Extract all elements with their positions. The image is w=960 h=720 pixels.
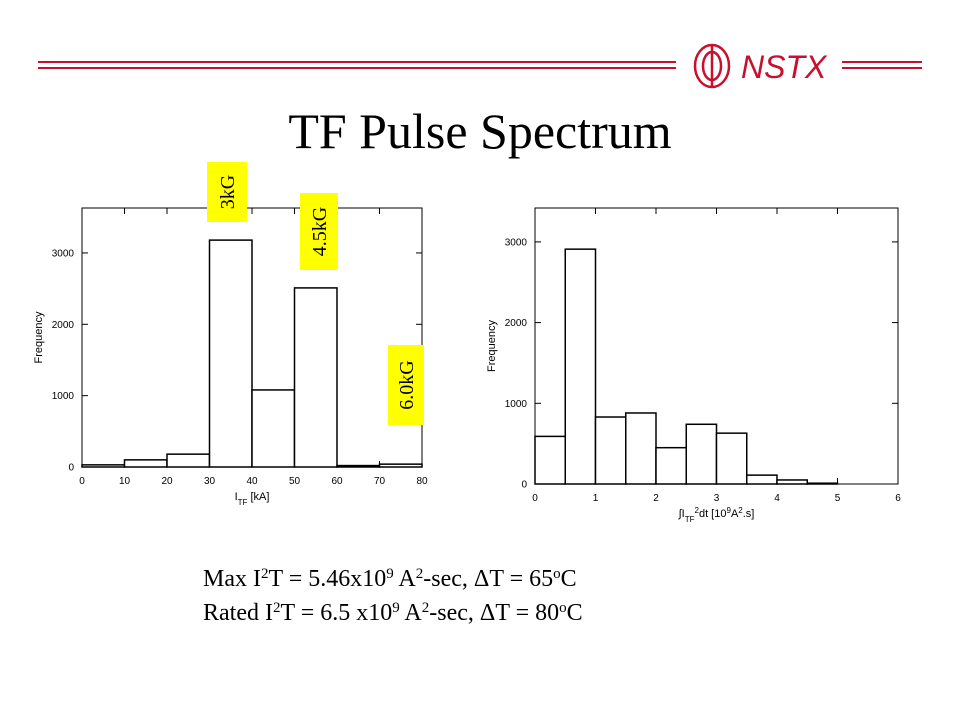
annotation: 6.0kG [396, 360, 418, 409]
x-tick-label: 60 [331, 476, 343, 487]
y-tick-label: 3000 [505, 237, 528, 248]
text-part: .s] [743, 508, 755, 520]
x-tick-label: 1 [593, 493, 599, 504]
x-tick-label: 3 [714, 493, 720, 504]
bar [251, 389, 296, 468]
text-part: 2 [422, 600, 430, 616]
y-tick-label: 1000 [505, 399, 528, 410]
text-part: A [394, 566, 417, 592]
text-part: Max I [203, 566, 261, 592]
x-tick-label: 6 [895, 493, 901, 504]
bar [293, 287, 338, 468]
bar [594, 416, 627, 485]
text-part: [kA] [247, 491, 269, 503]
x-tick-label: 10 [119, 476, 131, 487]
bar [625, 412, 657, 485]
bar [746, 474, 778, 485]
bar [123, 459, 168, 468]
x-tick-label: 80 [416, 476, 428, 487]
y-tick-label: 3000 [52, 248, 75, 259]
text-part: -sec, ΔT = 80 [429, 600, 559, 626]
x-tick-label: 30 [204, 476, 216, 487]
x-axis-label: ∫ITF2dt [109A2.s] [678, 506, 755, 524]
bar [208, 239, 253, 468]
x-axis-label: ITF [kA] [235, 491, 270, 507]
text-part: T = 6.5 x10 [280, 600, 392, 626]
bar [685, 423, 718, 485]
text-part: 2 [273, 600, 281, 616]
y-tick-label: 2000 [52, 320, 75, 331]
logo-emblem [693, 43, 731, 89]
x-tick-label: 4 [774, 493, 780, 504]
annotation-box [207, 162, 247, 222]
text-part: TF [238, 498, 248, 507]
text-part: 2 [261, 566, 269, 582]
x-tick-label: 2 [653, 493, 659, 504]
text-part: -sec, ΔT = 65 [423, 566, 553, 592]
note-line: Rated I2T = 6.5 x109 A2-sec, ΔT = 80oC [203, 600, 583, 626]
text-part: o [553, 566, 561, 582]
bar [564, 248, 597, 485]
bar [776, 479, 808, 485]
bar [534, 435, 566, 485]
y-tick-label: 0 [521, 480, 527, 491]
y-tick-label: 0 [68, 463, 74, 474]
text-part: I [235, 491, 238, 503]
text-part: dt [10 [699, 508, 727, 520]
annotation: 4.5kG [309, 207, 331, 256]
text-part: A [731, 508, 739, 520]
note-line: Max I2T = 5.46x109 A2-sec, ΔT = 65oC [203, 566, 577, 592]
y-tick-label: 1000 [52, 391, 75, 402]
slide-title: TF Pulse Spectrum [288, 103, 671, 159]
text-part: ∫I [678, 508, 685, 520]
x-tick-label: 40 [246, 476, 258, 487]
annotation: 3kG [217, 175, 239, 209]
x-tick-label: 70 [374, 476, 386, 487]
bar [715, 432, 748, 485]
text-part: 2 [695, 506, 700, 515]
text-part: 9 [392, 600, 400, 616]
text-part: T = 5.46x10 [268, 566, 386, 592]
text-part: 2 [416, 566, 424, 582]
logo-text: NSTX [741, 49, 828, 85]
x-tick-label: 5 [835, 493, 841, 504]
text-part: 2 [738, 506, 743, 515]
x-tick-label: 20 [161, 476, 173, 487]
bar [655, 446, 687, 485]
y-axis-label: Frequency [486, 320, 498, 372]
bar [166, 453, 211, 468]
text-part: C [561, 566, 577, 592]
x-tick-label: 0 [79, 476, 85, 487]
text-part: 9 [386, 566, 394, 582]
x-tick-label: 0 [532, 493, 538, 504]
text-part: 9 [726, 506, 731, 515]
annotation-box [300, 193, 338, 270]
header-rule [38, 61, 922, 69]
y-tick-label: 2000 [505, 318, 528, 329]
annotation-box [388, 345, 424, 425]
text-part: Rated I [203, 600, 273, 626]
text-part: TF [685, 515, 695, 524]
text-part: C [567, 600, 583, 626]
x-tick-label: 50 [289, 476, 301, 487]
y-axis-label: Frequency [33, 311, 45, 363]
text-part: A [400, 600, 423, 626]
text-part: o [559, 600, 567, 616]
